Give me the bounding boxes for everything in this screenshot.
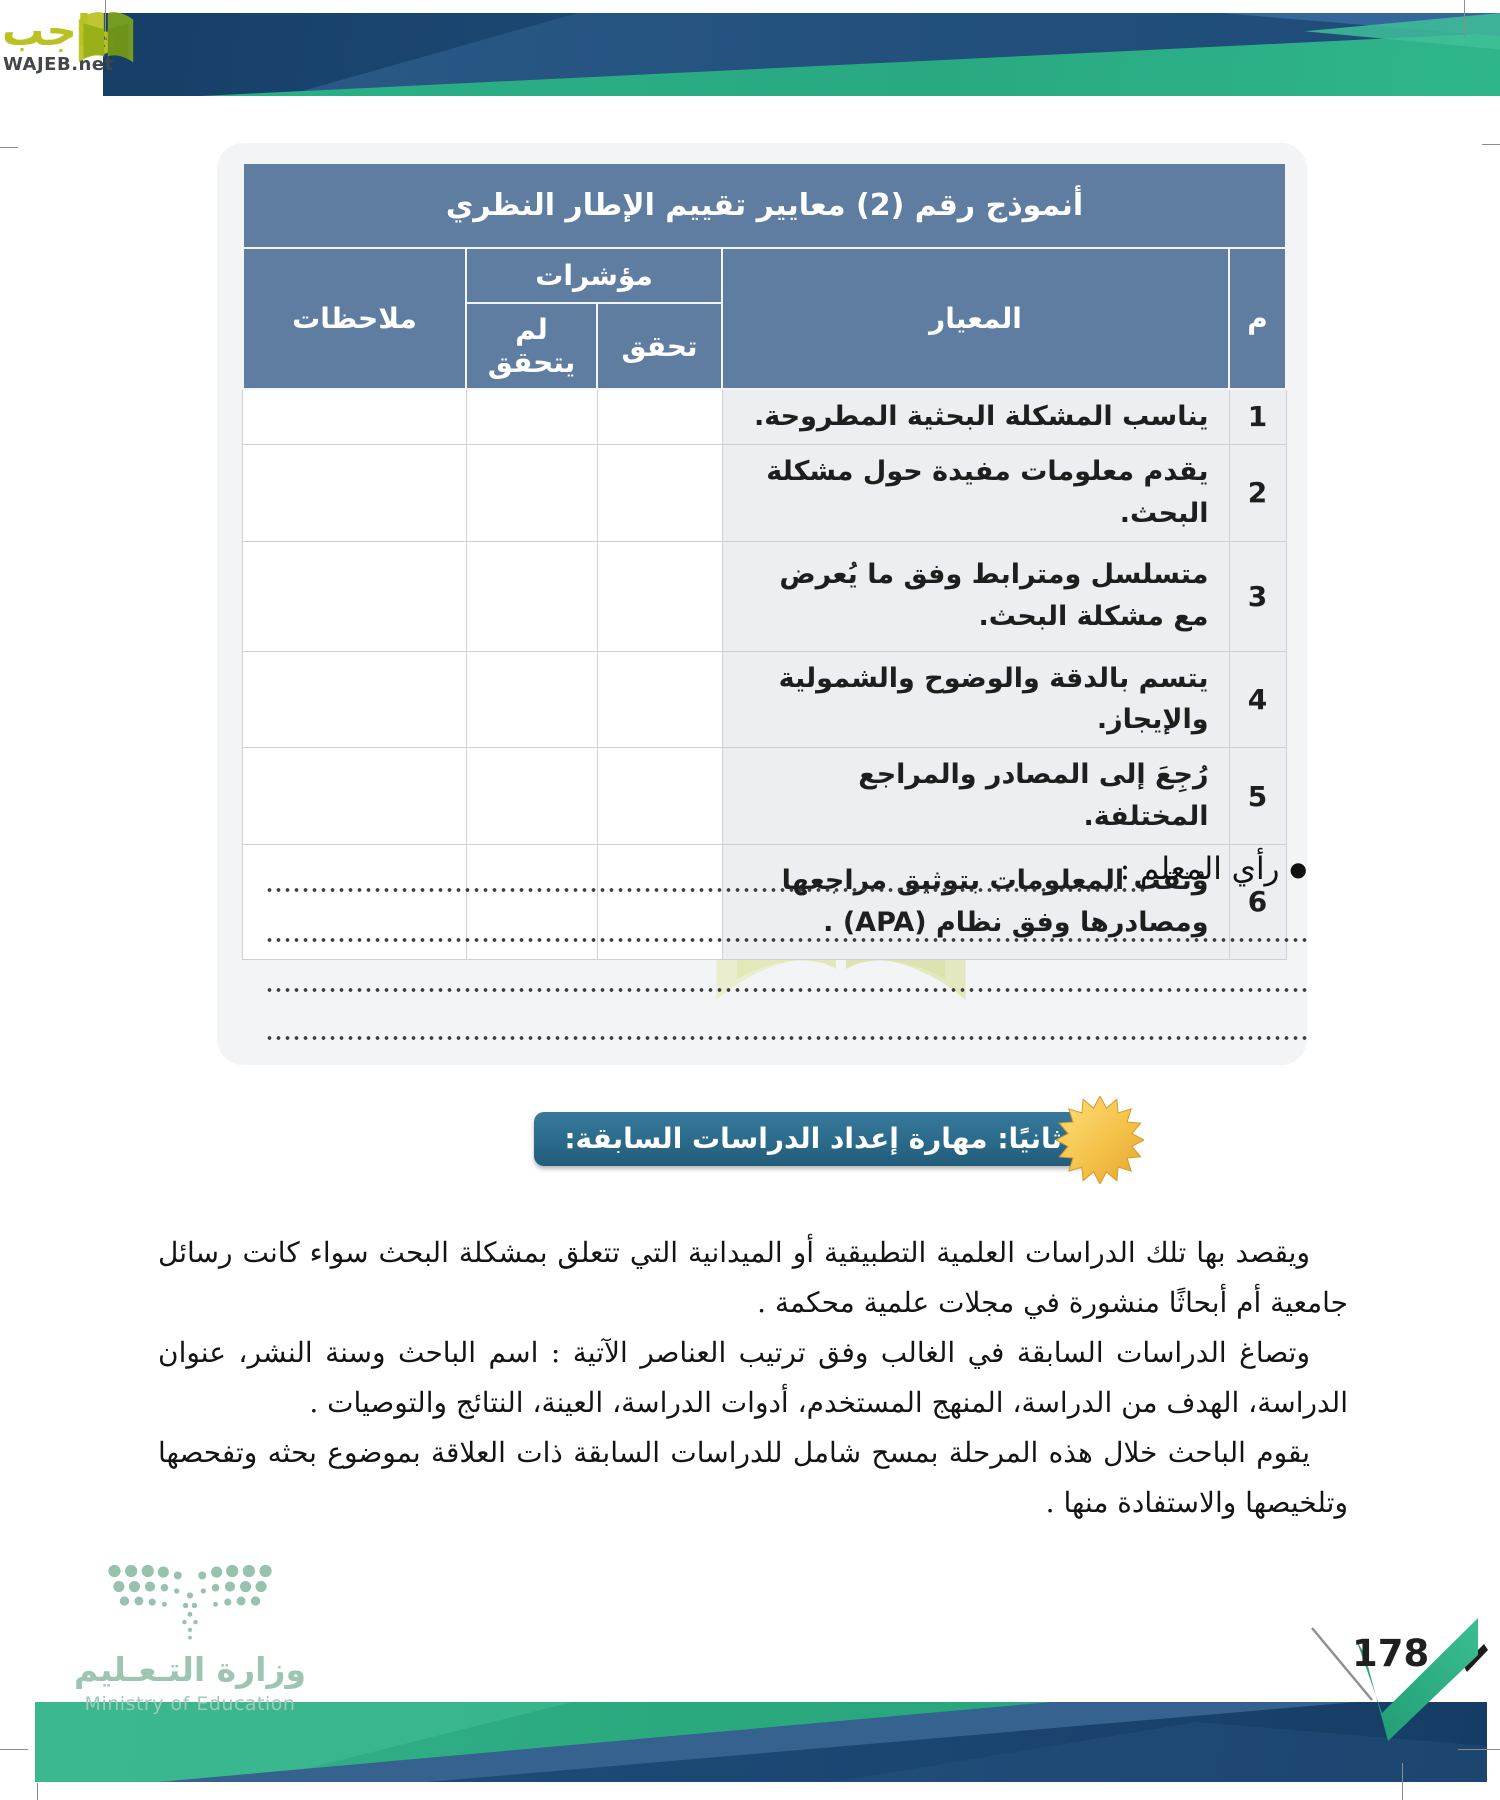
ministry-name-arabic: وزارة التـعـليم xyxy=(74,1650,306,1689)
section-heading: ثانيًا: مهارة إعداد الدراسات السابقة: xyxy=(564,1122,1062,1155)
page-number: 178 xyxy=(1352,1632,1430,1675)
achieved-cell xyxy=(596,747,723,845)
paragraph: يقوم الباحث خلال هذه المرحلة بمسح شامل ل… xyxy=(158,1436,1348,1519)
notes-cell xyxy=(242,747,467,845)
header-banner xyxy=(103,13,1500,96)
notes-cell xyxy=(242,540,467,652)
table-row: 1 يناسب المشكلة البحثية المطروحة. xyxy=(242,388,1287,445)
row-number: 2 xyxy=(1228,443,1287,542)
wajeb-brand-logo: واجب WAJEB.net xyxy=(2,8,217,80)
crop-mark xyxy=(1464,0,1465,38)
table-title: أنموذج رقم (2) معايير تقييم الإطار النظر… xyxy=(241,162,1288,249)
teacher-opinion-write-line xyxy=(265,1036,1307,1040)
row-criterion: رُجِعَ إلى المصادر والمراجع المختلفة. xyxy=(721,747,1230,845)
table-row: 2 يقدم معلومات مفيدة حول مشكلة البحث. xyxy=(242,443,1287,542)
teacher-opinion-write-line xyxy=(265,938,1307,942)
crop-mark xyxy=(0,1749,28,1750)
column-header-number: م xyxy=(1228,247,1287,390)
notes-cell xyxy=(242,443,467,542)
achieved-cell xyxy=(596,650,723,749)
crop-mark xyxy=(1482,144,1500,145)
not-achieved-cell xyxy=(465,388,598,445)
notes-cell xyxy=(242,388,467,445)
row-number: 3 xyxy=(1228,540,1287,652)
paragraph: ويقصد بها تلك الدراسات العلمية التطبيقية… xyxy=(158,1236,1348,1319)
crop-mark xyxy=(0,147,18,148)
achieved-cell xyxy=(596,388,723,445)
not-achieved-cell xyxy=(465,843,598,960)
crop-mark xyxy=(37,1783,38,1800)
teacher-opinion-write-line xyxy=(265,988,1307,992)
row-number: 5 xyxy=(1228,747,1287,845)
row-number: 1 xyxy=(1228,388,1287,445)
body-text: ويقصد بها تلك الدراسات العلمية التطبيقية… xyxy=(158,1228,1348,1528)
row-criterion: يناسب المشكلة البحثية المطروحة. xyxy=(721,388,1230,445)
teacher-opinion-label: ●رأي المعلم : xyxy=(1119,851,1307,887)
ministry-name-english: Ministry of Education xyxy=(84,1693,296,1715)
notes-cell xyxy=(242,650,467,749)
paragraph: وتصاغ الدراسات السابقة في الغالب وفق ترت… xyxy=(158,1336,1348,1419)
notes-cell xyxy=(242,843,467,960)
crop-mark xyxy=(1402,1763,1403,1800)
column-header-indicators: مؤشرات xyxy=(465,247,723,304)
row-criterion: متسلسل ومترابط وفق ما يُعرض مع مشكلة الب… xyxy=(721,540,1230,652)
checkmark-ribbon-icon xyxy=(1311,1618,1488,1741)
column-header-not-achieved: لم يتحقق xyxy=(465,302,598,390)
not-achieved-cell xyxy=(465,443,598,542)
open-book-icon xyxy=(78,12,134,63)
evaluation-table: أنموذج رقم (2) معايير تقييم الإطار النظر… xyxy=(241,162,1288,960)
not-achieved-cell xyxy=(465,747,598,845)
row-criterion: يتسم بالدقة والوضوح والشمولية والإيجاز. xyxy=(721,650,1230,749)
ministry-of-education-logo: وزارة التـعـليم Ministry of Education xyxy=(55,1562,325,1715)
bullet-icon: ● xyxy=(1289,857,1307,881)
table-row: 3 متسلسل ومترابط وفق ما يُعرض مع مشكلة ا… xyxy=(242,540,1287,652)
column-header-achieved: تحقق xyxy=(596,302,723,390)
achieved-cell xyxy=(596,540,723,652)
column-header-notes: ملاحظات xyxy=(241,247,468,390)
row-criterion: يقدم معلومات مفيدة حول مشكلة البحث. xyxy=(721,443,1230,542)
section-heading-bar: ثانيًا: مهارة إعداد الدراسات السابقة: xyxy=(534,1112,1092,1166)
row-number: 4 xyxy=(1228,650,1287,749)
not-achieved-cell xyxy=(465,650,598,749)
starburst-icon xyxy=(1056,1096,1144,1184)
crop-mark xyxy=(105,0,106,46)
achieved-cell xyxy=(596,843,723,960)
crop-mark xyxy=(1458,1749,1500,1750)
ministry-palm-dots-icon xyxy=(108,1564,272,1640)
table-row: 4 يتسم بالدقة والوضوح والشمولية والإيجاز… xyxy=(242,650,1287,749)
brand-name-latin: WAJEB.net xyxy=(3,54,114,75)
footer-band xyxy=(35,1702,1487,1782)
teacher-opinion-write-line xyxy=(265,888,1145,892)
not-achieved-cell xyxy=(465,540,598,652)
column-header-criterion: المعيار xyxy=(721,247,1230,390)
achieved-cell xyxy=(596,443,723,542)
table-row: 5 رُجِعَ إلى المصادر والمراجع المختلفة. xyxy=(242,747,1287,845)
